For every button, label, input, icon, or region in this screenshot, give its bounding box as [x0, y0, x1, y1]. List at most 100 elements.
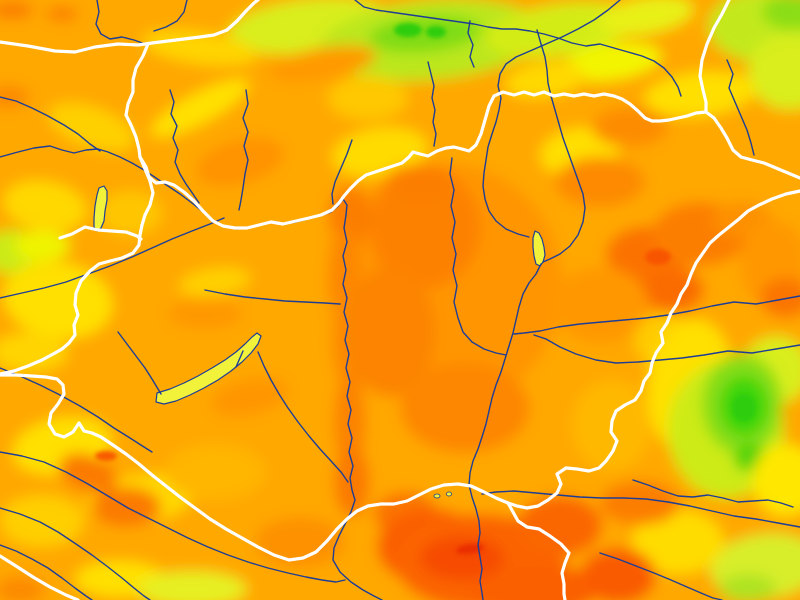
heat-blob — [334, 372, 366, 472]
heat-blob — [598, 0, 694, 36]
river-balaton-tihany-strait — [235, 350, 244, 368]
heat-blob — [505, 62, 585, 98]
heat-blob — [167, 299, 243, 329]
heat-blob — [3, 180, 87, 232]
heat-blob — [137, 571, 247, 600]
heat-blob — [179, 267, 251, 297]
heat-blob — [762, 0, 800, 30]
heat-accent-blob — [732, 394, 756, 422]
border-hungary-romania — [506, 189, 800, 510]
heat-blob — [59, 453, 117, 493]
heat-blob — [165, 444, 265, 500]
border-serbia-romania — [506, 501, 571, 600]
heat-blob — [0, 85, 30, 109]
lake-neusiedl — [93, 185, 108, 232]
heat-blob — [420, 536, 504, 580]
heat-blob — [345, 267, 435, 397]
heat-blob — [369, 15, 481, 53]
border-ukraine-north — [698, 0, 731, 114]
heat-blob — [592, 107, 668, 147]
border-poland-slovakia-nw — [0, 0, 260, 54]
heat-blob — [0, 495, 84, 547]
river-north-slovak-chain — [354, 0, 682, 97]
heat-accent-blob — [95, 451, 117, 461]
heat-blob — [49, 102, 135, 152]
heat-blob — [196, 137, 284, 187]
river-bakony-brook — [204, 289, 341, 305]
river-raba — [0, 217, 225, 299]
heat-blob — [562, 42, 662, 82]
river-zagyva — [449, 157, 507, 356]
river-serbia-southeast — [599, 552, 723, 600]
river-eger — [427, 61, 437, 147]
river-poprad-branch — [467, 20, 475, 68]
river-zala — [117, 331, 162, 395]
heat-accent-blob — [426, 26, 446, 38]
heat-blob — [0, 332, 68, 372]
river-vah — [169, 89, 200, 204]
heat-blob — [632, 510, 724, 574]
river-sava-upper — [0, 507, 151, 600]
border-hungary-ukraine-east — [704, 110, 800, 180]
heat-accent-blob — [394, 23, 422, 37]
heat-blob — [580, 548, 656, 600]
river-dyje-nw — [0, 96, 101, 152]
heat-blob — [0, 576, 45, 600]
border-slovakia-hungary — [138, 90, 708, 230]
heat-blob — [334, 447, 370, 517]
heat-blob — [332, 127, 428, 177]
border-croatia-slovenia-sw — [0, 554, 80, 600]
heat-blob — [400, 363, 530, 453]
heat-blob — [752, 444, 800, 516]
lake-balaton — [155, 332, 262, 405]
heat-accent-blob — [645, 249, 671, 265]
small-lake — [446, 491, 452, 497]
river-sava-lower — [0, 544, 93, 600]
border-hungary-serbia-croatia — [0, 373, 510, 562]
river-mura — [0, 367, 153, 453]
small-lake — [433, 493, 441, 499]
river-hernad-bodrog — [536, 29, 586, 263]
heat-blob — [328, 76, 408, 120]
heat-blob — [600, 481, 680, 525]
lakes-layer — [93, 185, 546, 499]
river-hron — [238, 89, 249, 211]
border-austria-hungary-west — [0, 155, 155, 376]
river-danube-south — [332, 214, 383, 600]
heat-blob — [98, 191, 162, 235]
river-koros-south — [533, 334, 800, 364]
heat-blob — [518, 496, 602, 556]
heat-blob — [14, 231, 70, 261]
heat-blob — [267, 45, 377, 83]
river-ipel — [331, 139, 353, 205]
heat-blob — [760, 278, 800, 318]
heat-accent-blob — [456, 543, 484, 555]
heat-blob — [644, 71, 756, 117]
river-sio — [257, 351, 349, 483]
river-drava — [0, 451, 346, 583]
river-morava-nw — [95, 0, 146, 45]
heat-blob — [640, 268, 704, 312]
heat-blob — [210, 377, 290, 417]
heat-blob — [720, 574, 776, 600]
river-nw-short — [153, 0, 188, 32]
heat-blob — [552, 267, 648, 343]
heat-blob — [748, 34, 800, 110]
river-maros-north-branch — [632, 479, 794, 508]
border-czech-austria-slovakia — [124, 42, 150, 159]
heat-blob — [385, 164, 455, 200]
heat-blob — [46, 7, 78, 21]
heat-blob — [3, 261, 113, 339]
heat-blob — [0, 1, 34, 19]
heat-blob — [328, 228, 360, 312]
river-upper-tisza-ua — [726, 59, 755, 156]
river-tisza-south — [468, 263, 542, 600]
heat-blob — [555, 157, 645, 207]
border-neusiedl-spur — [58, 225, 143, 241]
temperature-detail-layer — [95, 23, 756, 555]
river-maros — [481, 490, 800, 528]
